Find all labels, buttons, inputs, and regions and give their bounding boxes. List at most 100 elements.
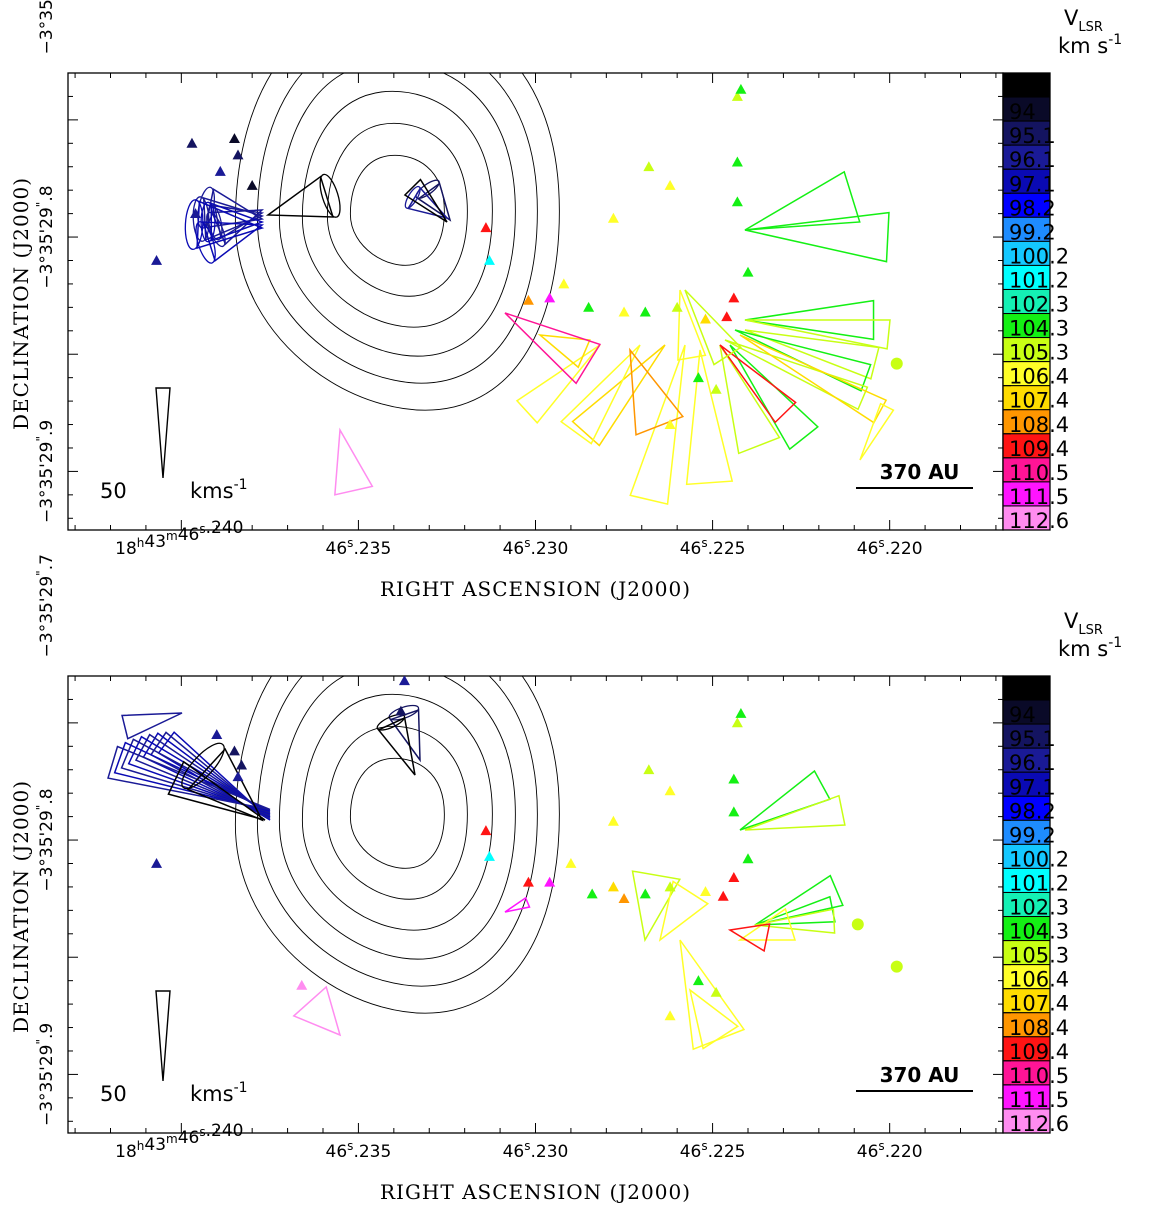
colorbar-label: 110.5: [1009, 461, 1069, 485]
cone-cap: [404, 185, 421, 209]
colorbar-label: 97.1: [1009, 775, 1056, 799]
contour-level: [234, 73, 560, 411]
maser-spot-triangle: [742, 266, 754, 277]
maser-spot-triangle: [228, 745, 240, 756]
maser-spot-triangle: [413, 661, 424, 671]
cone: [754, 908, 836, 934]
maser-spot-triangle: [721, 311, 733, 322]
cone: [121, 712, 183, 740]
maser-spot-triangle: [643, 161, 655, 172]
maser-spot-triangle: [398, 676, 410, 686]
maser-spot-triangle: [586, 888, 598, 899]
velocity-scale-unit: kms-1: [190, 1080, 248, 1106]
cone: [629, 347, 685, 436]
cone: [559, 344, 641, 445]
cone-ellipse: [406, 186, 450, 220]
maser-spot-triangle: [211, 729, 223, 739]
cone: [744, 170, 861, 231]
colorbar-label: 108.4: [1009, 413, 1069, 437]
cone: [739, 334, 888, 424]
maser-spot-triangle: [214, 165, 226, 176]
cone: [724, 339, 869, 411]
colorbar-label: 109.4: [1009, 437, 1069, 461]
colorbar-label: 101.2: [1009, 268, 1069, 292]
colorbar-label: 98.2: [1009, 799, 1056, 823]
cone-ellipse: [202, 221, 265, 262]
colorbar-swatch: [1002, 264, 1051, 290]
distance-scale-label: 370 AU: [880, 1063, 960, 1087]
maser-spot-circle: [890, 960, 903, 973]
x-tick-label: 46s.225: [680, 536, 746, 559]
cone-ellipse: [202, 196, 265, 241]
colorbar-label: 110.5: [1009, 1064, 1069, 1088]
cone: [334, 427, 374, 496]
cone-cap: [192, 196, 210, 242]
colorbar-label: 104.3: [1009, 317, 1069, 341]
colorbar-swatch: [1002, 409, 1051, 435]
velocity-scale-cone: [155, 387, 171, 479]
colorbar-label: 106.4: [1009, 365, 1069, 389]
colorbar-swatch: [1002, 964, 1051, 990]
colorbar-swatch: [1002, 747, 1051, 773]
maser-spot-triangle: [232, 771, 244, 782]
maser-spot-triangle: [728, 292, 740, 303]
colorbar-label: 100.2: [1009, 847, 1069, 871]
contour-level: [349, 757, 445, 869]
colorbar-swatch: [1002, 867, 1051, 893]
maser-spot-triangle: [434, 647, 445, 657]
continuum-contours: [234, 676, 560, 1014]
distance-scale-label: 370 AU: [880, 460, 960, 484]
cone: [685, 349, 734, 486]
maser-spot-triangle: [544, 876, 556, 887]
maser-spot-triangle: [731, 717, 743, 728]
cone: [537, 334, 591, 369]
colorbar-title-vlsr: VLSR: [1064, 6, 1103, 35]
cone-ellipse: [377, 716, 416, 776]
cone: [504, 312, 602, 385]
contour-level: [301, 693, 493, 931]
maser-spot-triangle: [742, 853, 754, 864]
velocity-scale-unit: kms-1: [190, 477, 248, 503]
maser-spot-circle: [851, 918, 864, 931]
maser-spot-triangle: [565, 857, 577, 868]
maser-spot-triangle: [607, 212, 619, 223]
y-tick-label: −3°35'29".8: [34, 788, 57, 891]
cone: [167, 760, 266, 821]
cone: [859, 402, 895, 461]
maser-spot-triangle: [710, 383, 722, 394]
colorbar-label: 102.3: [1009, 293, 1069, 317]
cone: [107, 745, 271, 811]
maser-spot-triangle: [692, 975, 704, 986]
colorbar-label: 94: [1009, 703, 1036, 727]
chart-panel-1: 18h43m46s.240 46s.235 46s.230 46s.225 46s.22…: [9, 0, 1122, 601]
y-tick-label: −3°35'29".7: [34, 554, 57, 657]
colorbar-label: 96.1: [1009, 148, 1056, 172]
maser-spot-triangle: [246, 179, 258, 190]
x-tick-label: 46s.230: [503, 536, 569, 559]
maser-spot-triangle: [420, 28, 431, 38]
cone: [134, 733, 271, 817]
y-tick-label: −3°35'29".9: [34, 420, 57, 523]
maser-spot-triangle: [480, 825, 492, 836]
cone-cap: [184, 199, 204, 251]
maser-spot-triangle: [483, 254, 495, 265]
cone: [658, 880, 710, 942]
x-tick-label: 46s.220: [857, 536, 923, 559]
maser-spot-triangle: [639, 888, 651, 899]
velocity-scale-value: 50: [100, 1082, 127, 1106]
contour-level: [256, 73, 538, 384]
cone-ellipse: [186, 747, 264, 822]
cone-cap: [319, 173, 341, 218]
cone: [127, 735, 271, 815]
colorbar-title-unit: km s-1: [1058, 32, 1122, 58]
maser-spot-triangle: [664, 785, 676, 796]
maser-spot-triangle: [151, 254, 163, 265]
y-tick-label: −3°35'29".7: [34, 0, 57, 54]
colorbar-label: 101.2: [1009, 871, 1069, 895]
colorbar-swatch: [1002, 96, 1051, 122]
colorbar-label: 98.2: [1009, 196, 1056, 220]
maser-spot-triangle: [700, 313, 711, 324]
colorbar-label: 93: [1009, 679, 1036, 703]
colorbar-label: 105.3: [1009, 341, 1069, 365]
